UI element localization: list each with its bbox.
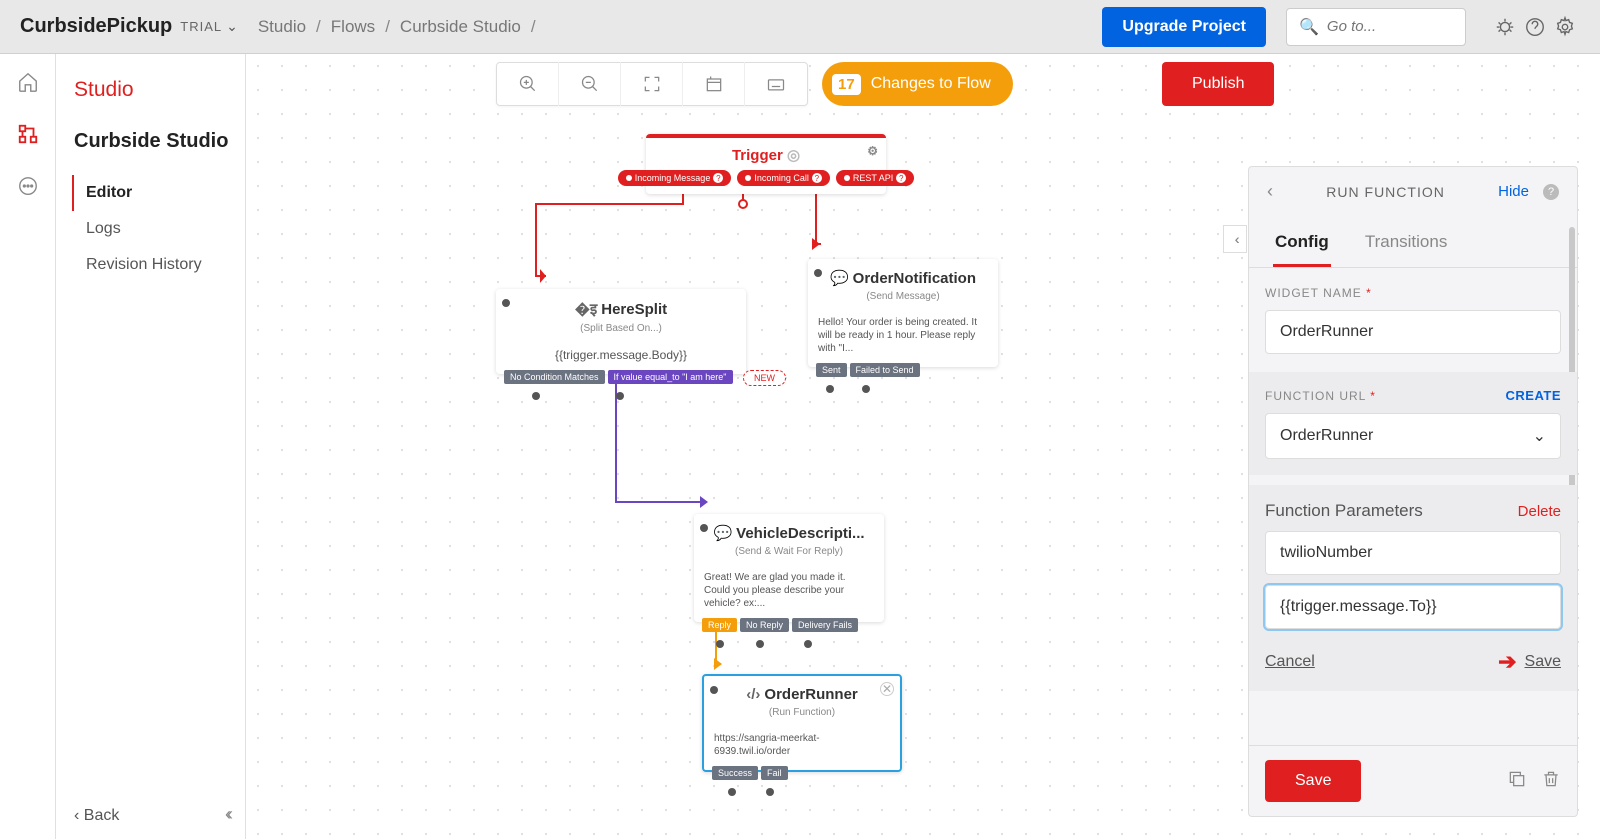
- badge-sent[interactable]: Sent: [816, 363, 847, 377]
- delete-link[interactable]: Delete: [1518, 503, 1561, 520]
- fit-icon[interactable]: [621, 62, 683, 106]
- help-icon[interactable]: [1520, 12, 1550, 42]
- create-link[interactable]: CREATE: [1506, 388, 1561, 403]
- sidebar-item-editor[interactable]: Editor: [72, 175, 245, 211]
- zoom-out-icon[interactable]: [559, 62, 621, 106]
- port-incoming-call[interactable]: Incoming Call?: [737, 170, 830, 186]
- function-url-label: FUNCTION URL: [1265, 389, 1366, 403]
- sidebar-title: Studio: [74, 78, 245, 102]
- annotation-arrow: ➔: [1498, 649, 1516, 675]
- heresplit-node[interactable]: �इHereSplit (Split Based On...) {{trigge…: [496, 289, 746, 374]
- duplicate-icon[interactable]: [1507, 769, 1527, 794]
- function-url-select[interactable]: OrderRunner ⌄: [1265, 413, 1561, 459]
- badge-reply[interactable]: Reply: [702, 618, 737, 632]
- breadcrumb: Studio/ Flows/ Curbside Studio/: [258, 17, 536, 37]
- zoom-in-icon[interactable]: [497, 62, 559, 106]
- trigger-label: Trigger: [732, 147, 783, 164]
- keyboard-icon[interactable]: [745, 62, 807, 106]
- panel-help-icon[interactable]: ?: [1543, 184, 1559, 200]
- save-button[interactable]: Save: [1265, 760, 1361, 802]
- changes-pill[interactable]: 17 Changes to Flow: [822, 62, 1013, 106]
- search-icon: 🔍: [1299, 17, 1319, 37]
- badge-new[interactable]: NEW: [743, 370, 786, 386]
- cancel-link[interactable]: Cancel: [1265, 653, 1315, 671]
- canvas-toolbar: [496, 62, 808, 106]
- sidebar-item-logs[interactable]: Logs: [74, 211, 245, 247]
- notification-node[interactable]: 💬OrderNotification (Send Message) Hello!…: [808, 259, 998, 367]
- bug-icon[interactable]: [1490, 12, 1520, 42]
- panel-hide[interactable]: Hide: [1498, 183, 1529, 200]
- runner-node[interactable]: ✕ ‹/›OrderRunner (Run Function) https://…: [702, 674, 902, 772]
- project-name[interactable]: CurbsidePickup: [20, 15, 172, 38]
- trigger-gear-icon[interactable]: ⚙: [867, 144, 878, 158]
- search-field[interactable]: [1327, 18, 1453, 35]
- collapse-icon[interactable]: ‹‹: [225, 804, 229, 825]
- flow-icon[interactable]: [14, 120, 42, 148]
- badge-success[interactable]: Success: [712, 766, 758, 780]
- badge-iamhere[interactable]: If value equal_to "I am here": [608, 370, 733, 384]
- port-incoming-message[interactable]: Incoming Message?: [618, 170, 732, 186]
- panel-back-icon[interactable]: ‹: [1267, 181, 1273, 202]
- search-input[interactable]: 🔍: [1286, 8, 1466, 46]
- publish-button[interactable]: Publish: [1162, 62, 1274, 106]
- changes-label: Changes to Flow: [871, 75, 991, 93]
- widget-name-label: WIDGET NAME: [1265, 286, 1362, 300]
- param-value-input[interactable]: [1265, 585, 1561, 629]
- sidebar-project[interactable]: Curbside Studio: [74, 130, 245, 153]
- upgrade-button[interactable]: Upgrade Project: [1102, 7, 1266, 47]
- home-icon[interactable]: [14, 68, 42, 96]
- badge-delivery-fails[interactable]: Delivery Fails: [792, 618, 858, 632]
- crumb-curbside[interactable]: Curbside Studio: [400, 17, 521, 37]
- panel-collapse-icon[interactable]: ‹‹: [1223, 225, 1247, 253]
- close-icon[interactable]: ✕: [880, 682, 894, 696]
- grid-icon[interactable]: [683, 62, 745, 106]
- crumb-studio[interactable]: Studio: [258, 17, 306, 37]
- badge-fail[interactable]: Fail: [761, 766, 788, 780]
- sidebar-item-revision[interactable]: Revision History: [74, 247, 245, 283]
- param-key-input[interactable]: [1265, 531, 1561, 575]
- badge-failed[interactable]: Failed to Send: [850, 363, 920, 377]
- trash-icon[interactable]: [1541, 769, 1561, 794]
- config-panel: ‹‹ ‹ RUN FUNCTION Hide ? Config Transiti…: [1248, 166, 1578, 817]
- changes-count: 17: [832, 74, 861, 95]
- panel-title: RUN FUNCTION: [1287, 184, 1484, 200]
- chevron-down-icon: ⌄: [1533, 426, 1546, 446]
- sidebar-back[interactable]: ‹ Back: [74, 807, 119, 825]
- tab-config[interactable]: Config: [1273, 222, 1331, 267]
- tab-transitions[interactable]: Transitions: [1363, 222, 1450, 267]
- crumb-flows[interactable]: Flows: [331, 17, 375, 37]
- badge-no-match[interactable]: No Condition Matches: [504, 370, 605, 384]
- badge-noreply[interactable]: No Reply: [740, 618, 789, 632]
- widget-name-input[interactable]: [1265, 310, 1561, 354]
- chevron-down-icon[interactable]: ⌄: [226, 18, 238, 35]
- save-link[interactable]: Save: [1525, 653, 1561, 671]
- vehicle-node[interactable]: 💬VehicleDescripti... (Send & Wait For Re…: [694, 514, 884, 622]
- trigger-node[interactable]: Trigger ◎ ⚙ Incoming Message? Incoming C…: [646, 134, 886, 194]
- port-rest-api[interactable]: REST API?: [836, 170, 914, 186]
- params-title: Function Parameters: [1265, 501, 1423, 521]
- more-icon[interactable]: [14, 172, 42, 200]
- trial-badge: TRIAL: [180, 19, 222, 34]
- gear-icon[interactable]: [1550, 12, 1580, 42]
